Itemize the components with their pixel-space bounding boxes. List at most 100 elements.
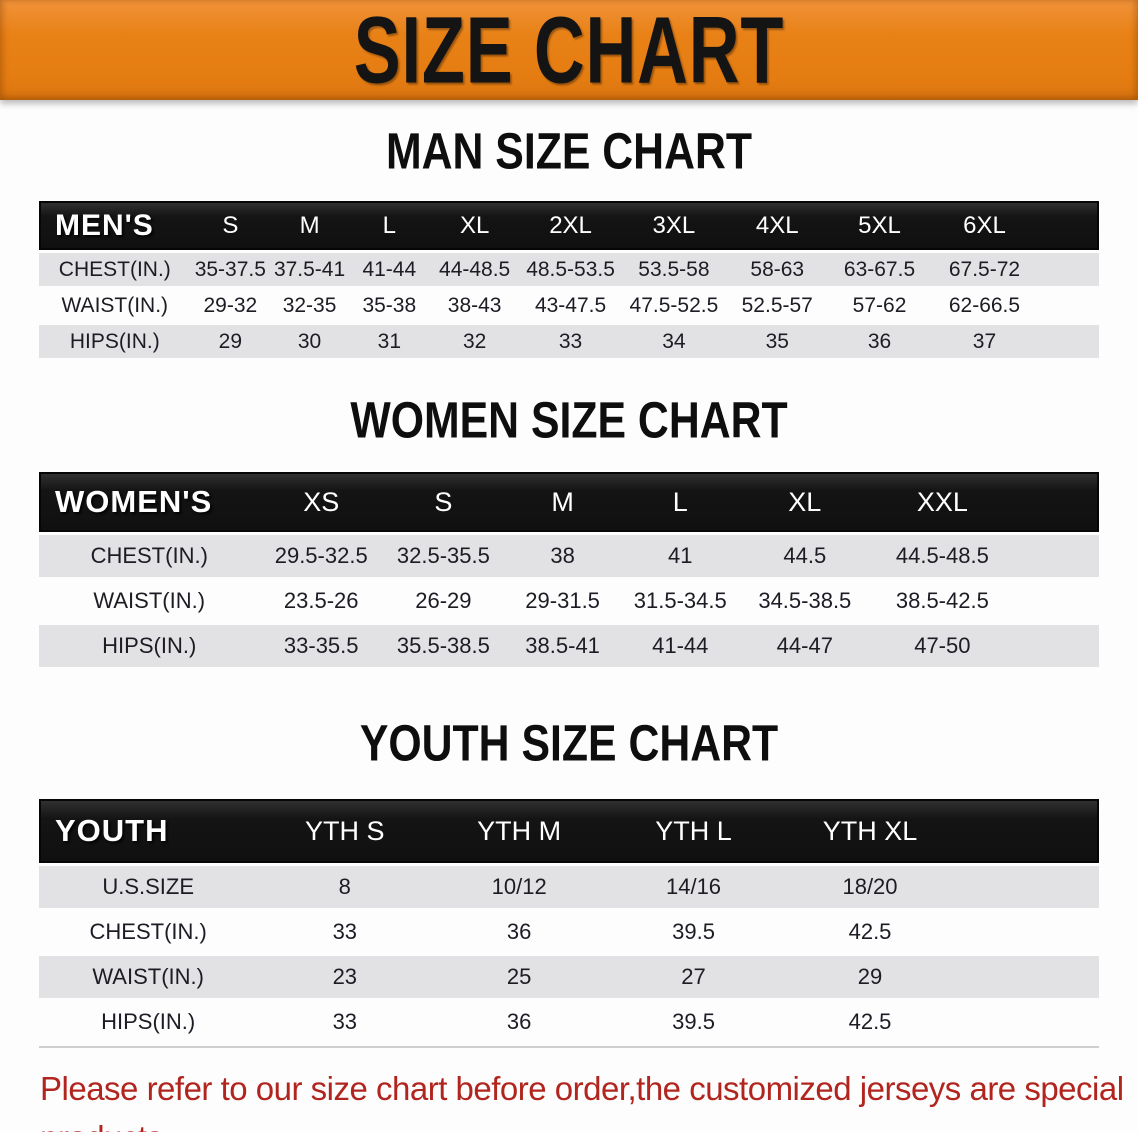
header-spacer-cell xyxy=(1037,201,1099,250)
size-column-header: L xyxy=(621,472,740,532)
table-header-row: WOMEN'S XS S M L XL XXL xyxy=(39,472,1099,532)
measurement-value: 38-43 xyxy=(429,289,520,322)
measurement-value: 42.5 xyxy=(780,911,960,953)
size-column-header: 3XL xyxy=(621,201,727,250)
measurement-value: 47.5-52.5 xyxy=(621,289,727,322)
row-label: CHEST(IN.) xyxy=(39,253,191,286)
size-column-header: 6XL xyxy=(930,201,1038,250)
measurement-value: 39.5 xyxy=(606,1001,781,1043)
measurement-value: 37.5-41 xyxy=(270,253,350,286)
size-column-header: XL xyxy=(429,201,520,250)
size-table: WOMEN'S XS S M L XL XXL CHEST(IN.) 29.5-32.5 32.5… xyxy=(39,469,1099,670)
table-row: CHEST(IN.) 35-37.5 37.5-41 41-44 44-48.5 48.5… xyxy=(39,253,1099,286)
row-spacer-cell xyxy=(1014,580,1099,622)
measurement-value: 44.5-48.5 xyxy=(870,535,1015,577)
header-spacer-cell xyxy=(959,799,1099,863)
measurement-value: 33 xyxy=(257,1001,433,1043)
row-label: WAIST(IN.) xyxy=(39,289,191,322)
row-spacer-cell xyxy=(1037,325,1099,358)
size-column-header: XS xyxy=(259,472,383,532)
measurement-value: 18/20 xyxy=(780,866,960,908)
size-column-header: S xyxy=(382,472,504,532)
size-column-header: 4XL xyxy=(726,201,829,250)
measurement-value: 53.5-58 xyxy=(621,253,727,286)
row-spacer-cell xyxy=(1014,625,1099,667)
row-spacer-cell xyxy=(959,866,1099,908)
measurement-value: 35 xyxy=(726,325,829,358)
row-spacer-cell xyxy=(959,911,1099,953)
women-section-title: WOMEN SIZE CHART xyxy=(350,391,788,449)
measurement-value: 31.5-34.5 xyxy=(621,580,740,622)
size-column-header: L xyxy=(349,201,430,250)
size-column-header: XXL xyxy=(870,472,1015,532)
measurement-value: 38.5-42.5 xyxy=(870,580,1015,622)
size-column-header: M xyxy=(270,201,350,250)
measurement-value: 33 xyxy=(519,325,622,358)
table-header-row: YOUTH YTH S YTH M YTH L YTH XL xyxy=(39,799,1099,863)
row-spacer-cell xyxy=(1014,535,1099,577)
measurement-value: 29.5-32.5 xyxy=(259,535,383,577)
youth-size-table: YOUTH YTH S YTH M YTH L YTH XL U.S.SIZE 8 10/12… xyxy=(39,796,1099,1048)
youth-section-title: YOUTH SIZE CHART xyxy=(359,714,779,772)
disclaimer-line-1: Please refer to our size chart before or… xyxy=(40,1070,1124,1132)
row-label: U.S.SIZE xyxy=(39,866,258,908)
measurement-value: 8 xyxy=(257,866,433,908)
page-title: SIZE CHART xyxy=(353,0,785,103)
measurement-value: 35.5-38.5 xyxy=(382,625,504,667)
row-label: CHEST(IN.) xyxy=(39,535,260,577)
measurement-value: 29-32 xyxy=(190,289,271,322)
row-spacer-cell xyxy=(959,956,1099,998)
measurement-value: 29-31.5 xyxy=(503,580,622,622)
measurement-value: 58-63 xyxy=(726,253,829,286)
measurement-value: 27 xyxy=(606,956,781,998)
row-spacer-cell xyxy=(959,1001,1099,1043)
measurement-value: 36 xyxy=(432,911,607,953)
measurement-value: 23 xyxy=(257,956,433,998)
measurement-value: 39.5 xyxy=(606,911,781,953)
row-label: HIPS(IN.) xyxy=(39,325,191,358)
measurement-value: 41 xyxy=(621,535,740,577)
table-header-label: YOUTH xyxy=(39,799,258,863)
size-column-header: YTH M xyxy=(432,799,607,863)
size-column-header: YTH L xyxy=(606,799,781,863)
measurement-value: 57-62 xyxy=(828,289,931,322)
measurement-value: 38.5-41 xyxy=(503,625,622,667)
measurement-value: 38 xyxy=(503,535,622,577)
men-size-table: MEN'S S M L XL 2XL 3XL 4XL 5XL 6XL CHEST(IN.) 35-37… xyxy=(39,198,1099,361)
measurement-value: 42.5 xyxy=(780,1001,960,1043)
row-spacer-cell xyxy=(1037,253,1099,286)
row-label: HIPS(IN.) xyxy=(39,625,260,667)
size-column-header: YTH XL xyxy=(780,799,960,863)
measurement-value: 41-44 xyxy=(621,625,740,667)
measurement-value: 63-67.5 xyxy=(828,253,931,286)
measurement-value: 36 xyxy=(828,325,931,358)
size-column-header: S xyxy=(190,201,271,250)
measurement-value: 52.5-57 xyxy=(726,289,829,322)
measurement-value: 33 xyxy=(257,911,433,953)
size-column-header: 5XL xyxy=(828,201,931,250)
measurement-value: 62-66.5 xyxy=(930,289,1038,322)
measurement-value: 48.5-53.5 xyxy=(519,253,622,286)
men-section-title: MAN SIZE CHART xyxy=(385,122,752,180)
measurement-value: 34 xyxy=(621,325,727,358)
size-table: MEN'S S M L XL 2XL 3XL 4XL 5XL 6XL CHEST(IN.) 35-37… xyxy=(39,198,1099,361)
size-column-header: 2XL xyxy=(519,201,622,250)
measurement-value: 44-48.5 xyxy=(429,253,520,286)
measurement-value: 33-35.5 xyxy=(259,625,383,667)
women-size-table: WOMEN'S XS S M L XL XXL CHEST(IN.) 29.5-32.5 32.5… xyxy=(39,469,1099,670)
measurement-value: 32 xyxy=(429,325,520,358)
table-row: WAIST(IN.) 23 25 27 29 xyxy=(39,956,1099,998)
header-spacer-cell xyxy=(1014,472,1099,532)
size-table: YOUTH YTH S YTH M YTH L YTH XL U.S.SIZE 8 10/12… xyxy=(39,796,1099,1048)
measurement-value: 41-44 xyxy=(349,253,430,286)
row-label: WAIST(IN.) xyxy=(39,580,260,622)
measurement-value: 35-37.5 xyxy=(190,253,271,286)
table-header-label: WOMEN'S xyxy=(39,472,260,532)
size-column-header: XL xyxy=(739,472,871,532)
table-row: WAIST(IN.) 29-32 32-35 35-38 38-43 43-47.5 47.… xyxy=(39,289,1099,322)
measurement-value: 10/12 xyxy=(432,866,607,908)
measurement-value: 26-29 xyxy=(382,580,504,622)
row-spacer-cell xyxy=(1037,289,1099,322)
table-row: CHEST(IN.) 33 36 39.5 42.5 xyxy=(39,911,1099,953)
